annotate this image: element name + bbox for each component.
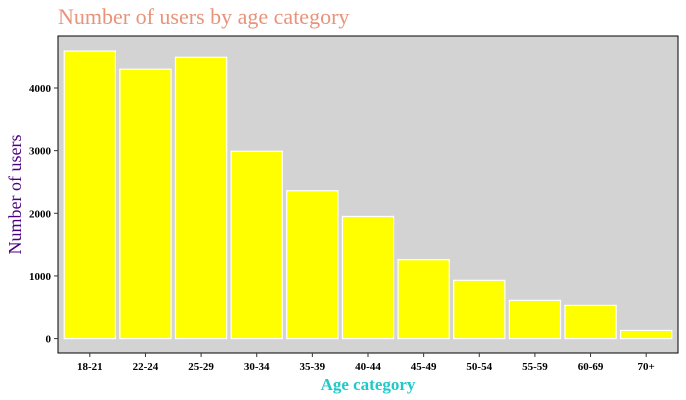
bar-45-49 <box>397 259 450 340</box>
x-tick-label: 70+ <box>638 361 655 373</box>
y-tick-label: 2000 <box>29 208 52 220</box>
chart-title: Number of users by age category <box>58 4 350 29</box>
x-tick-label: 40-44 <box>355 361 381 373</box>
x-tick-label: 60-69 <box>578 361 604 373</box>
bar-25-29 <box>174 56 228 340</box>
x-axis: 18-21 22-24 25-29 30-34 35-39 40-44 45-49 50-54… <box>77 353 655 373</box>
x-tick-label: 50-54 <box>466 361 492 373</box>
y-tick-label: 4000 <box>29 83 52 95</box>
bar-55-59 <box>508 299 562 340</box>
x-tick-label: 18-21 <box>77 361 103 373</box>
bars-layer <box>63 50 673 340</box>
bar-22-24 <box>119 68 172 340</box>
bar-70+ <box>619 329 673 340</box>
y-tick-label: 3000 <box>29 146 52 158</box>
bar-40-44 <box>341 215 395 340</box>
x-tick-label: 30-34 <box>244 361 270 373</box>
bar-50-54 <box>453 279 506 340</box>
y-tick-label: 1000 <box>29 271 52 283</box>
bar-18-21 <box>63 50 117 340</box>
bar-35-39 <box>286 190 339 340</box>
x-tick-label: 25-29 <box>188 361 214 373</box>
x-tick-label: 35-39 <box>300 361 326 373</box>
bar-30-34 <box>230 150 283 340</box>
x-tick-label: 55-59 <box>522 361 548 373</box>
y-axis: 0 1000 2000 3000 4000 <box>29 83 58 346</box>
y-tick-label: 0 <box>46 334 52 346</box>
x-tick-label: 45-49 <box>411 361 437 373</box>
y-axis-title: Number of users <box>5 135 25 255</box>
x-tick-label: 22-24 <box>133 361 159 373</box>
x-axis-title: Age category <box>321 375 416 394</box>
bar-60-69 <box>564 304 617 340</box>
